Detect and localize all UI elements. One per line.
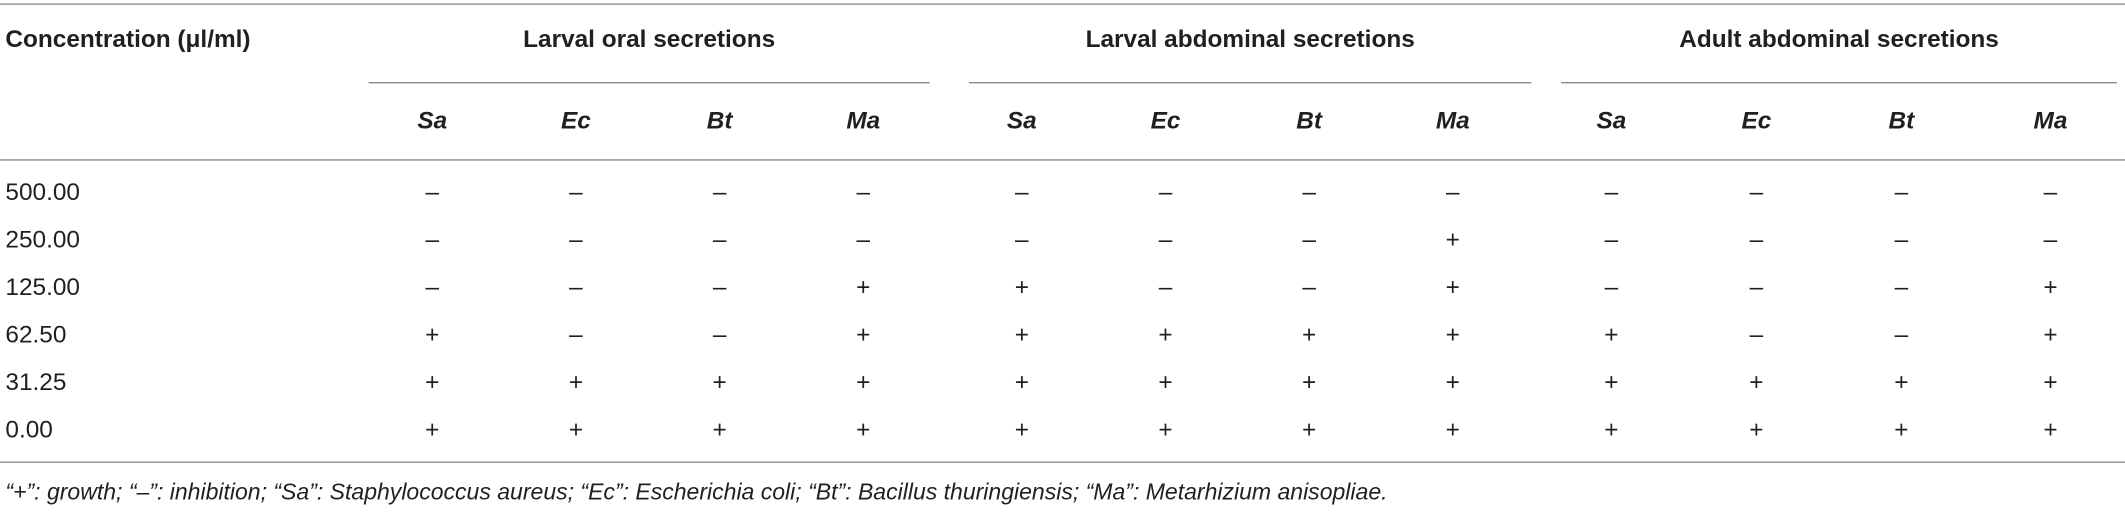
cell: –	[1605, 227, 1619, 254]
cell: +	[713, 416, 727, 443]
cell: –	[1895, 274, 1909, 301]
cell: –	[1159, 227, 1173, 254]
cell: +	[569, 416, 583, 443]
column-header: Sa	[1596, 107, 1626, 134]
cell: +	[1015, 369, 1029, 396]
cell: +	[856, 369, 870, 396]
cell: +	[1158, 369, 1172, 396]
cell: –	[857, 227, 871, 254]
column-header: Ma	[1436, 107, 1470, 134]
cell: +	[2043, 369, 2057, 396]
cell: +	[1302, 416, 1316, 443]
cell: +	[1015, 416, 1029, 443]
column-header: Sa	[1007, 107, 1037, 134]
column-header: Sa	[417, 107, 447, 134]
cell: +	[425, 369, 439, 396]
row-label: 250.00	[5, 227, 80, 254]
column-header: Ma	[2034, 107, 2068, 134]
column-header: Bt	[1889, 107, 1916, 134]
cell: +	[425, 416, 439, 443]
column-header: Ec	[1741, 107, 1771, 134]
cell: –	[857, 179, 871, 206]
column-header: Bt	[707, 107, 734, 134]
cell: +	[425, 322, 439, 349]
cell: –	[1302, 274, 1316, 301]
cell: –	[569, 274, 583, 301]
cell: –	[2044, 227, 2058, 254]
cell: –	[1750, 227, 1764, 254]
group-header: Adult abdominal secretions	[1679, 26, 1999, 53]
column-header: Ec	[561, 107, 591, 134]
cell: –	[2044, 179, 2058, 206]
cell: +	[856, 322, 870, 349]
cell: –	[1446, 179, 1460, 206]
cell: –	[426, 179, 440, 206]
cell: +	[1446, 369, 1460, 396]
cell: –	[1750, 274, 1764, 301]
cell: –	[1605, 274, 1619, 301]
cell: –	[1605, 179, 1619, 206]
cell: +	[1015, 322, 1029, 349]
concentration-header: Concentration (μl/ml)	[5, 26, 250, 53]
row-label: 0.00	[5, 416, 52, 443]
cell: –	[1895, 322, 1909, 349]
cell: –	[1750, 322, 1764, 349]
group-header: Larval oral secretions	[523, 26, 775, 53]
cell: –	[1895, 227, 1909, 254]
cell: +	[1015, 274, 1029, 301]
row-label: 500.00	[5, 179, 80, 206]
cell: –	[713, 227, 727, 254]
column-header: Bt	[1296, 107, 1323, 134]
cell: –	[426, 274, 440, 301]
cell: –	[569, 322, 583, 349]
cell: +	[1158, 322, 1172, 349]
cell: +	[856, 274, 870, 301]
group-header: Larval abdominal secretions	[1086, 26, 1415, 53]
cell: +	[1446, 274, 1460, 301]
cell: +	[856, 416, 870, 443]
cell: +	[1446, 416, 1460, 443]
cell: –	[1302, 227, 1316, 254]
cell: +	[2043, 322, 2057, 349]
cell: –	[713, 274, 727, 301]
cell: +	[569, 369, 583, 396]
cell: –	[1895, 179, 1909, 206]
cell: –	[1159, 179, 1173, 206]
cell: –	[1302, 179, 1316, 206]
cell: –	[426, 227, 440, 254]
cell: +	[2043, 416, 2057, 443]
cell: +	[1749, 416, 1763, 443]
cell: +	[1446, 227, 1460, 254]
cell: +	[1302, 369, 1316, 396]
column-header: Ec	[1151, 107, 1181, 134]
cell: +	[713, 369, 727, 396]
cell: +	[1894, 369, 1908, 396]
cell: –	[1750, 179, 1764, 206]
cell: –	[1015, 227, 1029, 254]
footnote: “+”: growth; “–”: inhibition; “Sa”: Stap…	[5, 478, 1387, 504]
cell: –	[569, 227, 583, 254]
cell: –	[713, 322, 727, 349]
column-header: Ma	[846, 107, 880, 134]
row-label: 62.50	[5, 322, 66, 349]
cell: –	[569, 179, 583, 206]
cell: +	[1604, 322, 1618, 349]
cell: +	[2043, 274, 2057, 301]
cell: +	[1302, 322, 1316, 349]
cell: +	[1604, 416, 1618, 443]
cell: –	[713, 179, 727, 206]
cell: –	[1159, 274, 1173, 301]
cell: +	[1894, 416, 1908, 443]
cell: +	[1158, 416, 1172, 443]
cell: –	[1015, 179, 1029, 206]
cell: +	[1749, 369, 1763, 396]
row-label: 125.00	[5, 274, 80, 301]
cell: +	[1446, 322, 1460, 349]
row-label: 31.25	[5, 369, 66, 396]
cell: +	[1604, 369, 1618, 396]
